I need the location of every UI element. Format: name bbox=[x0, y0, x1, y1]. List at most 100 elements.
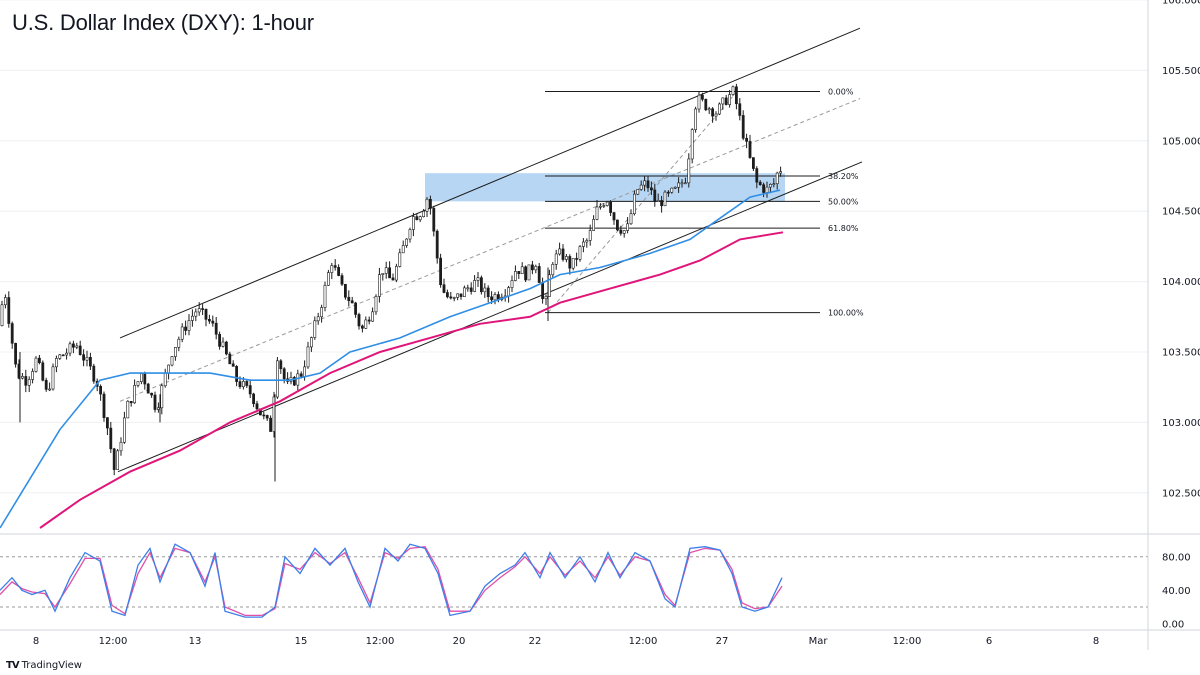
candle bbox=[197, 302, 201, 316]
candle-body bbox=[231, 363, 235, 367]
candle bbox=[48, 382, 52, 392]
candle bbox=[677, 177, 681, 193]
candle bbox=[381, 273, 385, 281]
channel-lower-line bbox=[117, 161, 863, 473]
candle bbox=[289, 371, 293, 385]
candle bbox=[157, 402, 160, 413]
candle-body bbox=[384, 267, 388, 274]
price-tick-label: 103.000 bbox=[1162, 418, 1200, 429]
candle-body bbox=[248, 385, 252, 395]
candle bbox=[102, 391, 106, 422]
candle bbox=[741, 110, 745, 141]
candle-body bbox=[398, 252, 402, 267]
candle-body bbox=[636, 189, 640, 195]
candle-body bbox=[262, 414, 266, 417]
candle-body bbox=[48, 388, 52, 391]
candle-body bbox=[177, 338, 181, 348]
candle-body bbox=[167, 364, 171, 374]
candle bbox=[150, 392, 154, 398]
candle bbox=[75, 342, 79, 350]
candle bbox=[292, 375, 296, 387]
candle-body bbox=[204, 308, 208, 320]
candle bbox=[337, 264, 341, 277]
candle-body bbox=[520, 266, 524, 275]
candle bbox=[146, 382, 150, 394]
price-tick-label: 105.000 bbox=[1162, 136, 1200, 147]
candle bbox=[377, 267, 381, 303]
candle-body bbox=[197, 308, 201, 313]
candle bbox=[520, 262, 524, 275]
candle bbox=[133, 379, 137, 404]
sma-fast-line bbox=[0, 189, 781, 529]
candle-body bbox=[473, 280, 477, 292]
candle bbox=[568, 254, 572, 275]
candle bbox=[537, 262, 541, 283]
candle bbox=[439, 253, 443, 288]
candle-body bbox=[119, 441, 123, 452]
candle-body bbox=[7, 297, 11, 324]
time-tick-label: 8 bbox=[33, 636, 39, 647]
candle bbox=[711, 107, 715, 123]
candle-body bbox=[388, 267, 392, 279]
candle-body bbox=[54, 358, 58, 368]
candle bbox=[7, 291, 11, 328]
candle-body bbox=[41, 362, 45, 381]
candle-body bbox=[299, 373, 303, 377]
candle-body bbox=[34, 357, 38, 372]
candle bbox=[326, 269, 330, 286]
fibonacci-retracement: 0.00% 38.20% 50.00% 61.80% 100.00% bbox=[545, 88, 864, 318]
candle bbox=[191, 309, 194, 327]
candle bbox=[367, 316, 371, 325]
candle bbox=[660, 195, 664, 213]
channel-lines bbox=[117, 27, 863, 473]
candle-body bbox=[469, 287, 473, 292]
candle bbox=[333, 259, 337, 271]
brand[interactable]: 𝗧𝗩 TradingView bbox=[6, 660, 82, 671]
candle-body bbox=[309, 337, 313, 348]
candle bbox=[415, 214, 419, 221]
candle bbox=[350, 296, 354, 304]
candle bbox=[4, 294, 7, 309]
candle-body bbox=[666, 191, 670, 194]
candle-body bbox=[779, 171, 783, 174]
candle-body bbox=[700, 94, 704, 100]
candle-body bbox=[646, 180, 650, 189]
candle bbox=[422, 208, 426, 218]
candle bbox=[751, 157, 755, 171]
candle bbox=[225, 340, 228, 356]
candle-body bbox=[208, 319, 211, 322]
time-tick-label: 12:00 bbox=[629, 636, 658, 647]
candle bbox=[112, 447, 116, 476]
candle-body bbox=[316, 316, 320, 322]
candle-body bbox=[123, 417, 126, 443]
candle bbox=[262, 411, 266, 420]
candle bbox=[643, 175, 647, 192]
candle bbox=[143, 371, 147, 390]
candle bbox=[360, 324, 364, 333]
candle bbox=[435, 229, 439, 264]
price-tick-label: 104.000 bbox=[1162, 277, 1200, 288]
candle bbox=[85, 350, 89, 367]
candle bbox=[34, 356, 38, 373]
candle bbox=[547, 269, 551, 297]
candle-body bbox=[360, 325, 364, 329]
time-tick-label: 12:00 bbox=[99, 636, 128, 647]
candle-body bbox=[326, 272, 330, 286]
candle-body bbox=[462, 287, 466, 297]
candle bbox=[14, 342, 18, 368]
candle bbox=[772, 178, 776, 188]
candle-body bbox=[663, 191, 667, 207]
candle-body bbox=[381, 273, 385, 275]
candle-body bbox=[85, 357, 89, 361]
candle-body bbox=[772, 183, 776, 185]
candle bbox=[578, 245, 582, 262]
candle-body bbox=[534, 266, 538, 271]
candle-body bbox=[670, 187, 674, 193]
candle bbox=[704, 98, 708, 112]
candle bbox=[27, 376, 31, 393]
candle bbox=[622, 229, 626, 238]
candle-body bbox=[765, 186, 769, 193]
candle bbox=[136, 381, 140, 388]
